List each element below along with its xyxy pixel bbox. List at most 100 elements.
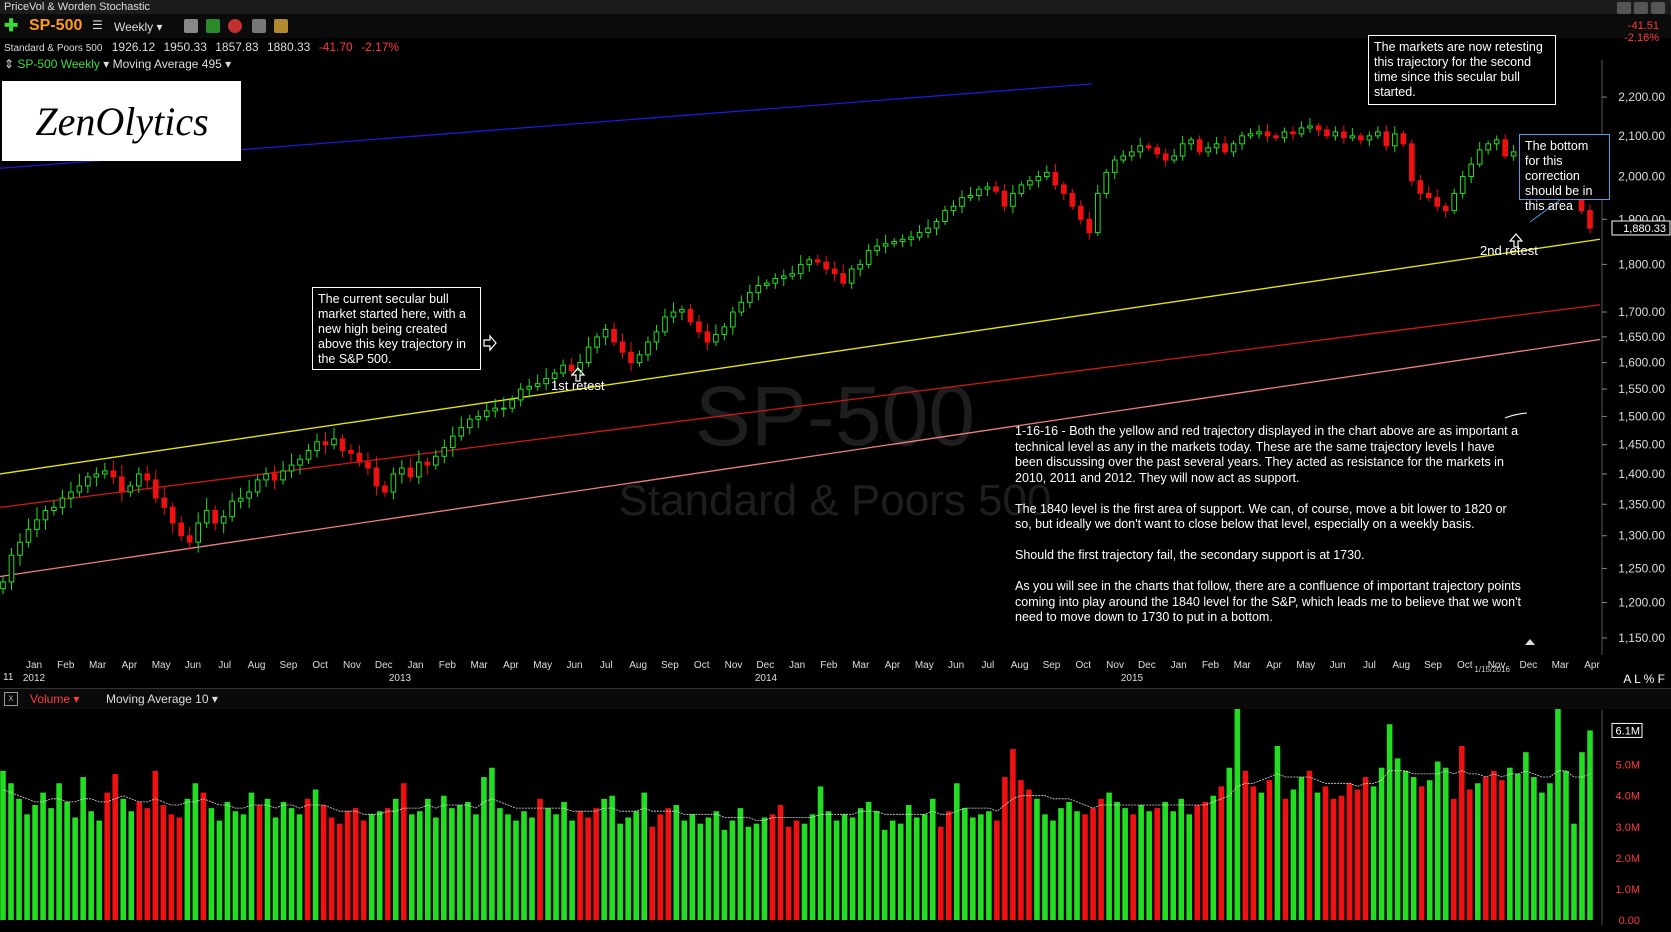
list-icon[interactable]: ☰: [92, 18, 103, 32]
candle-body: [891, 241, 897, 245]
candle-body: [280, 470, 286, 481]
volume-series-label[interactable]: Volume ▾: [30, 692, 80, 706]
volume-bar: [1130, 814, 1136, 920]
volume-bar: [192, 783, 199, 920]
chevron-down-icon[interactable]: ▾: [103, 57, 110, 71]
volume-bar: [264, 798, 271, 920]
price-tick-label: 1,200.00: [1618, 595, 1665, 609]
tools-icon[interactable]: [184, 19, 198, 33]
month-label: May: [152, 660, 171, 671]
close-icon[interactable]: [1651, 2, 1665, 14]
volume-bar: [1266, 780, 1273, 920]
candle-body: [118, 476, 125, 493]
candle-body: [1459, 176, 1466, 194]
volume-bar: [793, 820, 800, 920]
month-label: Feb: [1202, 660, 1220, 671]
chevron-down-icon[interactable]: ▾: [225, 57, 232, 71]
volume-bar: [601, 798, 607, 920]
candle-body: [1315, 125, 1322, 131]
volume-bar: [1018, 780, 1024, 920]
volume-bar: [344, 811, 351, 920]
volume-bar: [392, 798, 399, 920]
add-icon[interactable]: ✚: [4, 16, 19, 35]
volume-bar: [457, 805, 463, 920]
candle-body: [687, 309, 694, 323]
calculator-icon[interactable]: [252, 19, 266, 33]
volume-bar: [152, 770, 159, 920]
candle-body: [670, 311, 677, 318]
candle-body: [1375, 131, 1381, 137]
volume-bar: [970, 817, 976, 920]
volume-bar: [328, 817, 335, 920]
volume-bar: [256, 805, 263, 920]
volume-bar: [521, 811, 527, 920]
candle-body: [551, 372, 558, 379]
volume-bar: [88, 811, 94, 920]
candle-body: [645, 341, 651, 356]
volume-bar: [537, 798, 543, 920]
candle-body: [135, 473, 142, 487]
candle-body: [271, 473, 278, 481]
candle-body: [195, 522, 202, 543]
candle-body: [713, 333, 719, 343]
candle-body: [356, 452, 363, 463]
volume-bar: [881, 829, 888, 920]
candle-body: [984, 186, 991, 190]
volume-bar: [232, 811, 239, 920]
candle-body: [263, 473, 269, 481]
series-label[interactable]: SP-500 Weekly: [17, 57, 100, 71]
period-select[interactable]: Weekly ▾: [114, 20, 163, 34]
candle-body: [747, 292, 753, 303]
indicator-label[interactable]: Moving Average 495: [112, 57, 222, 71]
candle-body: [933, 221, 940, 229]
volume-bar: [433, 817, 439, 920]
volume-bar: [865, 801, 872, 920]
candle-body: [653, 331, 660, 343]
scroll-up-icon: [1525, 639, 1535, 645]
volume-bar: [665, 808, 672, 920]
candle-body: [1027, 180, 1033, 186]
symbol-input[interactable]: SP-500: [29, 17, 83, 34]
chart-type-icon[interactable]: [206, 19, 220, 33]
date-label: 1/15/2016: [1474, 665, 1510, 674]
volume-bar: [1483, 777, 1489, 920]
second-retest-arrow-icon: [1508, 233, 1524, 248]
month-label: Oct: [694, 660, 710, 671]
window-buttons: [1614, 2, 1665, 18]
candle-body: [1290, 131, 1296, 135]
layout-icon[interactable]: [1617, 2, 1631, 14]
volume-bar: [1555, 708, 1561, 920]
candle-body: [1502, 139, 1508, 157]
candle-body: [432, 455, 439, 466]
volume-bar: [449, 808, 455, 920]
candle-body: [899, 238, 906, 243]
candle-body: [1434, 197, 1441, 207]
axis-mode[interactable]: A L % F: [1623, 672, 1665, 686]
volume-bar: [240, 814, 247, 920]
volume-bar: [937, 826, 944, 920]
close-pane-icon[interactable]: x: [4, 692, 18, 706]
sort-icon[interactable]: ⇕: [4, 57, 15, 71]
candle-body: [449, 435, 456, 449]
volume-bar: [1026, 789, 1032, 920]
help-icon[interactable]: [1634, 2, 1648, 14]
candle-body: [585, 346, 592, 364]
candle-body: [127, 485, 134, 493]
volume-bar: [144, 808, 151, 920]
volume-bar: [400, 783, 407, 920]
candle-body: [1111, 159, 1118, 173]
candle-body: [780, 275, 787, 279]
volume-tick-label: 1.0M: [1616, 884, 1640, 896]
candle-body: [806, 259, 813, 265]
pencil-icon[interactable]: [274, 19, 288, 33]
alarm-icon[interactable]: [228, 19, 242, 33]
window-title[interactable]: PriceVol & Worden Stochastic: [4, 1, 150, 13]
volume-bar: [128, 811, 135, 920]
month-label: Jul: [981, 660, 994, 671]
candle-body: [526, 385, 532, 390]
volume-bar: [1010, 749, 1016, 920]
bull-start-arrow-icon: [483, 334, 497, 352]
volume-bar: [160, 805, 167, 920]
volume-indicator-label[interactable]: Moving Average 10 ▾: [106, 692, 218, 706]
